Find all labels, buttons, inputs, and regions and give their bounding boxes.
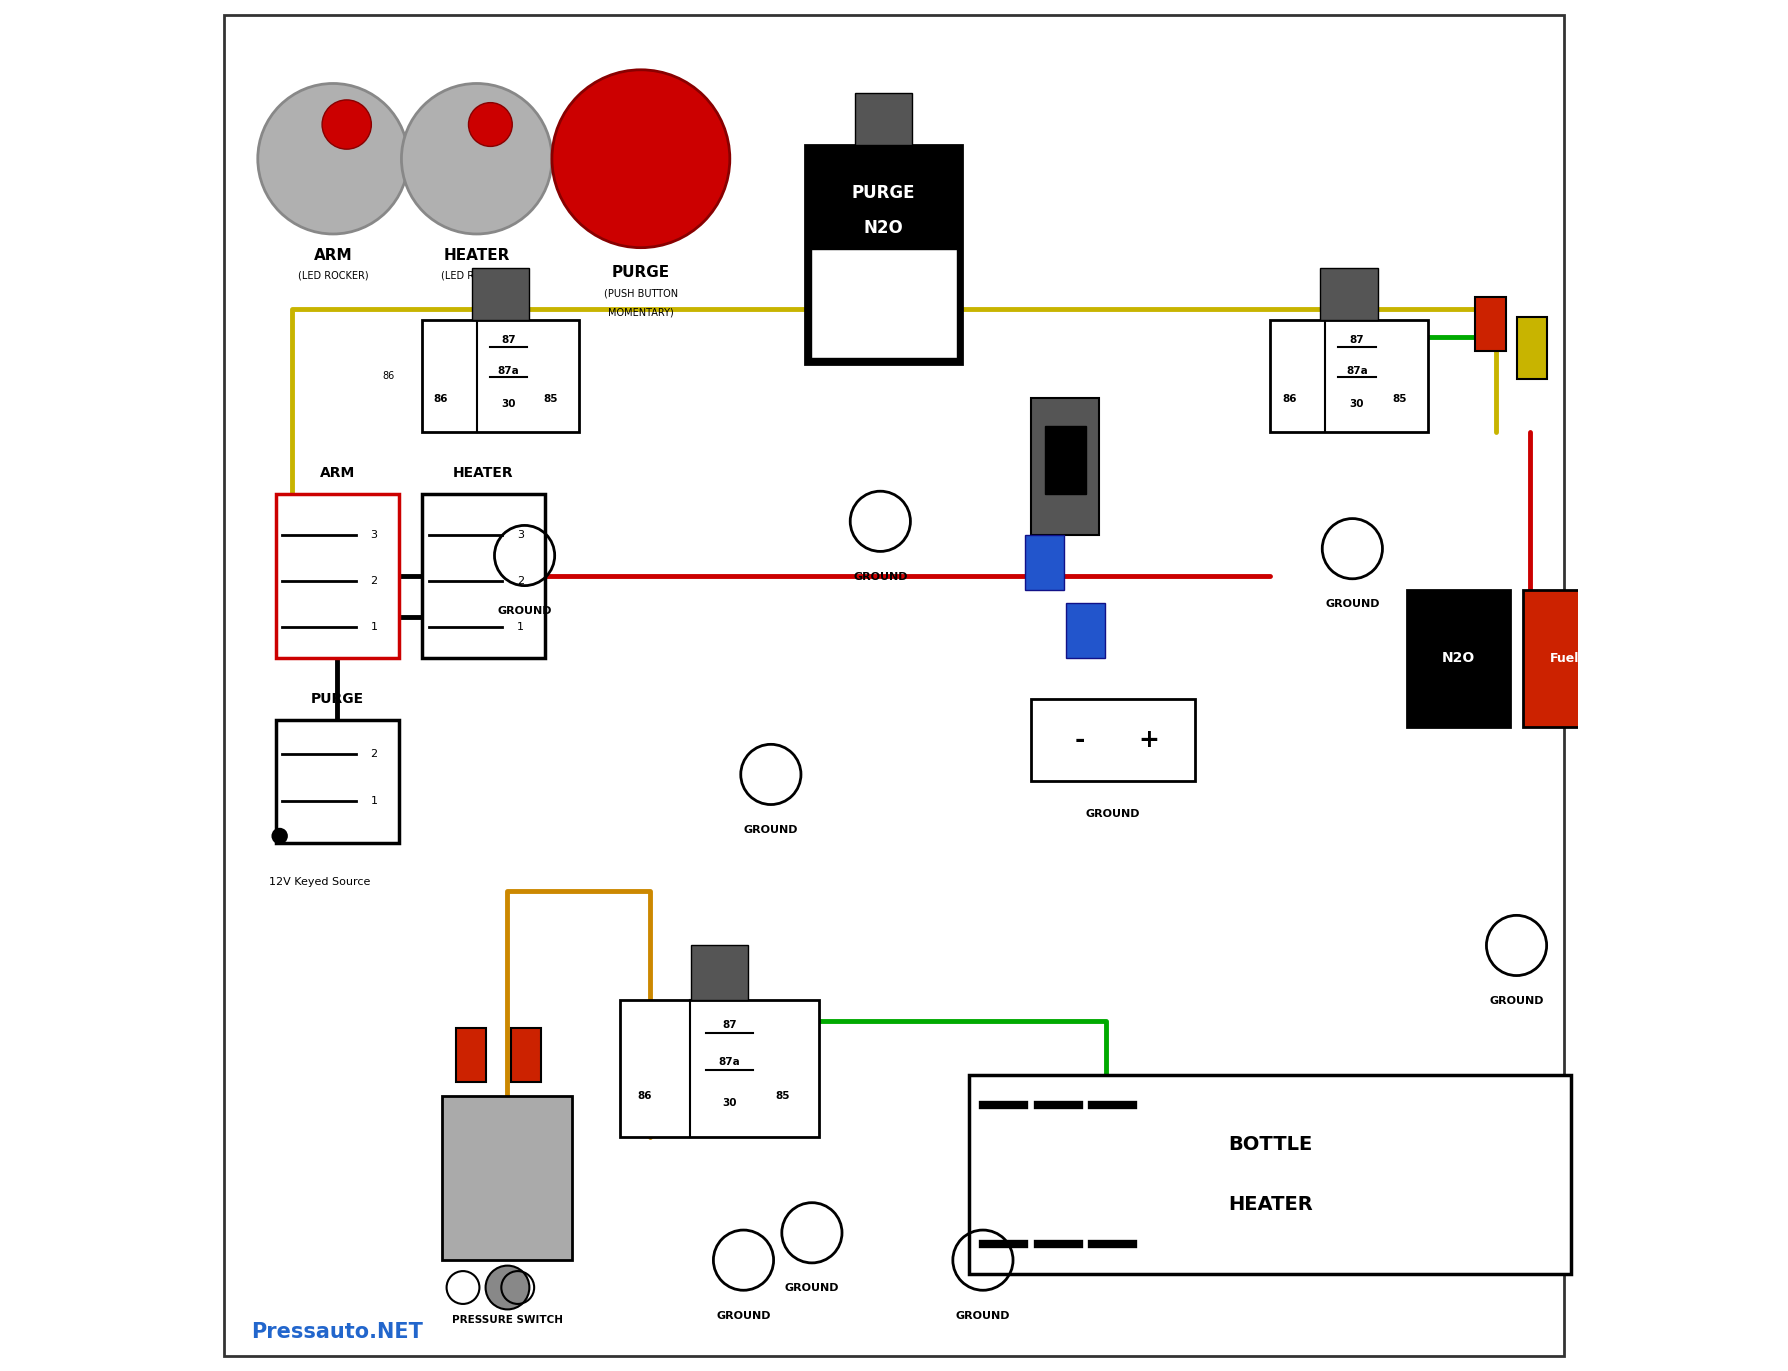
Text: 2: 2 <box>370 576 377 585</box>
Text: GROUND: GROUND <box>785 1283 839 1293</box>
Circle shape <box>486 1265 529 1309</box>
Text: GROUND: GROUND <box>1085 809 1141 818</box>
Bar <box>620 1001 819 1137</box>
Bar <box>1025 535 1064 590</box>
Text: 86: 86 <box>637 1091 651 1101</box>
Bar <box>275 494 399 658</box>
Text: GROUND: GROUND <box>497 606 552 616</box>
Text: N2O: N2O <box>864 219 903 237</box>
Bar <box>1269 321 1427 432</box>
Text: BOTTLE: BOTTLE <box>1228 1135 1312 1154</box>
Bar <box>1407 590 1509 727</box>
Text: GROUND: GROUND <box>717 1311 771 1320</box>
Text: -: - <box>1075 728 1085 753</box>
Bar <box>1320 269 1379 321</box>
Text: 30: 30 <box>501 399 515 410</box>
Text: GROUND: GROUND <box>744 825 797 835</box>
Text: 2: 2 <box>517 576 524 585</box>
Text: (PUSH BUTTON: (PUSH BUTTON <box>604 289 678 299</box>
Text: 85: 85 <box>776 1091 790 1101</box>
Bar <box>1066 603 1105 658</box>
Text: 1: 1 <box>517 622 524 632</box>
Circle shape <box>552 70 730 248</box>
Text: 3: 3 <box>517 531 524 540</box>
Text: 86: 86 <box>383 372 395 381</box>
Bar <box>1044 425 1085 494</box>
Bar <box>1523 590 1606 727</box>
Text: PURGE: PURGE <box>853 184 915 202</box>
Bar <box>1032 398 1100 535</box>
Text: 87a: 87a <box>1346 366 1368 376</box>
Text: PRESSURE SWITCH: PRESSURE SWITCH <box>452 1315 563 1324</box>
Text: 85: 85 <box>1393 393 1407 403</box>
Text: 2: 2 <box>370 749 377 760</box>
Text: HEATER: HEATER <box>452 466 513 480</box>
Bar <box>472 269 529 321</box>
Text: GROUND: GROUND <box>853 572 908 581</box>
Circle shape <box>257 84 408 234</box>
Text: 87: 87 <box>722 1020 737 1030</box>
Text: 12V Keyed Source: 12V Keyed Source <box>268 877 370 887</box>
Text: 3: 3 <box>370 531 377 540</box>
Circle shape <box>468 103 513 147</box>
Text: Fuel: Fuel <box>1550 651 1579 665</box>
Text: Pressauto.NET: Pressauto.NET <box>250 1322 422 1342</box>
Circle shape <box>272 828 288 845</box>
Text: (LED ROCKER): (LED ROCKER) <box>442 271 511 281</box>
Text: 87a: 87a <box>719 1057 740 1067</box>
Bar <box>442 1095 572 1260</box>
Text: 1: 1 <box>370 797 377 806</box>
Bar <box>969 1075 1572 1274</box>
Text: 87: 87 <box>1350 336 1364 345</box>
Bar <box>456 1027 486 1082</box>
Text: 86: 86 <box>434 393 449 403</box>
Bar <box>511 1027 542 1082</box>
Text: 86: 86 <box>1282 393 1296 403</box>
Text: GROUND: GROUND <box>1325 599 1380 609</box>
Text: HEATER: HEATER <box>1228 1196 1312 1213</box>
Bar <box>422 494 545 658</box>
Text: (LED ROCKER): (LED ROCKER) <box>299 271 368 281</box>
Bar <box>422 321 579 432</box>
Text: 30: 30 <box>722 1098 737 1108</box>
Text: +: + <box>1139 728 1159 753</box>
Bar <box>1516 317 1547 378</box>
Text: 1: 1 <box>370 622 377 632</box>
Text: 87: 87 <box>501 336 515 345</box>
Bar <box>1032 699 1194 781</box>
Text: PURGE: PURGE <box>611 266 670 281</box>
Text: HEATER: HEATER <box>443 248 510 263</box>
Text: N2O: N2O <box>1441 651 1475 665</box>
Bar <box>855 93 912 145</box>
Text: PURGE: PURGE <box>311 692 363 706</box>
Bar <box>1475 296 1505 351</box>
Text: 87a: 87a <box>497 366 519 376</box>
Text: GROUND: GROUND <box>955 1311 1010 1320</box>
Text: 85: 85 <box>544 393 558 403</box>
Bar <box>810 250 957 358</box>
Text: 30: 30 <box>1350 399 1364 410</box>
Bar <box>275 720 399 843</box>
Text: MOMENTARY): MOMENTARY) <box>608 308 674 318</box>
Text: ARM: ARM <box>320 466 354 480</box>
Text: GROUND: GROUND <box>1489 997 1543 1006</box>
Bar <box>690 946 749 1001</box>
Circle shape <box>322 100 372 149</box>
Circle shape <box>402 84 552 234</box>
Text: ARM: ARM <box>313 248 352 263</box>
Bar <box>805 145 962 363</box>
